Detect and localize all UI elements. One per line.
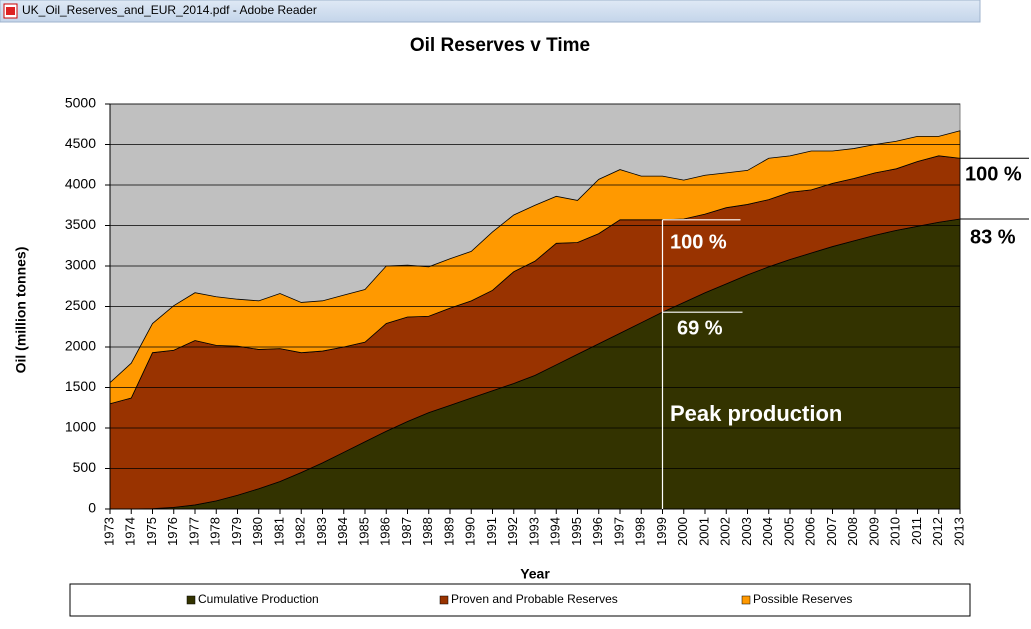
legend-swatch xyxy=(186,595,196,605)
x-tick-label: 2001 xyxy=(696,517,711,546)
x-tick-label: 1999 xyxy=(654,517,669,546)
x-tick-label: 1993 xyxy=(526,517,541,546)
annotation: 100 % xyxy=(965,163,1022,185)
x-tick-label: 1978 xyxy=(208,517,223,546)
y-tick-label: 2500 xyxy=(65,297,96,313)
legend xyxy=(69,583,971,617)
x-axis-label: Year xyxy=(520,566,550,582)
x-tick-label: 2008 xyxy=(845,517,860,546)
y-tick-label: 5000 xyxy=(65,95,96,111)
x-tick-label: 2011 xyxy=(909,517,924,545)
x-tick-label: 1989 xyxy=(441,517,456,546)
x-tick-label: 1975 xyxy=(144,517,159,546)
x-tick-label: 1980 xyxy=(250,517,265,546)
x-tick-label: 1983 xyxy=(314,517,329,546)
x-tick-label: 1973 xyxy=(101,517,116,546)
y-tick-label: 4000 xyxy=(65,176,96,192)
x-tick-label: 1996 xyxy=(590,517,605,546)
x-tick-label: 1990 xyxy=(463,517,478,546)
x-tick-label: 2006 xyxy=(803,517,818,546)
x-tick-label: 2012 xyxy=(930,517,945,546)
x-tick-label: 1986 xyxy=(378,517,393,546)
y-tick-label: 4500 xyxy=(65,135,96,151)
y-tick-label: 500 xyxy=(73,459,97,475)
x-tick-label: 2005 xyxy=(781,517,796,546)
x-tick-label: 1976 xyxy=(165,517,180,546)
x-tick-label: 1977 xyxy=(186,517,201,546)
y-tick-label: 1500 xyxy=(65,378,96,394)
y-tick-label: 0 xyxy=(88,500,96,516)
legend-label: Cumulative Production xyxy=(198,592,319,606)
x-tick-label: 1997 xyxy=(611,517,626,546)
x-tick-label: 2004 xyxy=(760,517,775,546)
y-tick-label: 1000 xyxy=(65,419,96,435)
y-tick-label: 2000 xyxy=(65,338,96,354)
x-tick-label: 2002 xyxy=(718,517,733,546)
x-tick-label: 1988 xyxy=(420,517,435,546)
chart-title: Oil Reserves v Time xyxy=(410,35,590,56)
x-tick-label: 2010 xyxy=(888,517,903,546)
x-tick-label: 1981 xyxy=(271,517,286,546)
x-tick-label: 2007 xyxy=(824,517,839,546)
x-tick-label: 1974 xyxy=(123,517,138,546)
legend-swatch xyxy=(741,595,751,605)
x-tick-label: 1998 xyxy=(633,517,648,546)
x-tick-label: 1987 xyxy=(399,517,414,546)
title-bar xyxy=(0,0,981,23)
y-tick-label: 3500 xyxy=(65,216,96,232)
x-tick-label: 1982 xyxy=(293,517,308,546)
x-tick-label: 1995 xyxy=(569,517,584,546)
y-tick-label: 3000 xyxy=(65,257,96,273)
x-tick-label: 1991 xyxy=(484,517,499,546)
x-tick-label: 1985 xyxy=(356,517,371,546)
annotation: 100 % xyxy=(670,231,727,253)
annotation: Peak production xyxy=(670,401,842,426)
legend-label: Possible Reserves xyxy=(753,592,852,606)
x-tick-label: 1984 xyxy=(335,517,350,546)
y-axis-label: Oil (million tonnes) xyxy=(13,247,29,374)
x-tick-label: 2003 xyxy=(739,517,754,546)
x-tick-label: 2000 xyxy=(675,517,690,546)
x-tick-label: 1992 xyxy=(505,517,520,546)
app-icon-inner xyxy=(6,7,15,15)
x-tick-label: 2009 xyxy=(866,517,881,546)
annotation: 69 % xyxy=(677,317,723,339)
legend-label: Proven and Probable Reserves xyxy=(451,592,618,606)
annotation: 83 % xyxy=(970,226,1016,248)
legend-swatch xyxy=(439,595,449,605)
x-tick-label: 1994 xyxy=(548,517,563,546)
window-title: UK_Oil_Reserves_and_EUR_2014.pdf - Adobe… xyxy=(22,3,317,17)
x-tick-label: 1979 xyxy=(229,517,244,546)
x-tick-label: 2013 xyxy=(951,517,966,546)
